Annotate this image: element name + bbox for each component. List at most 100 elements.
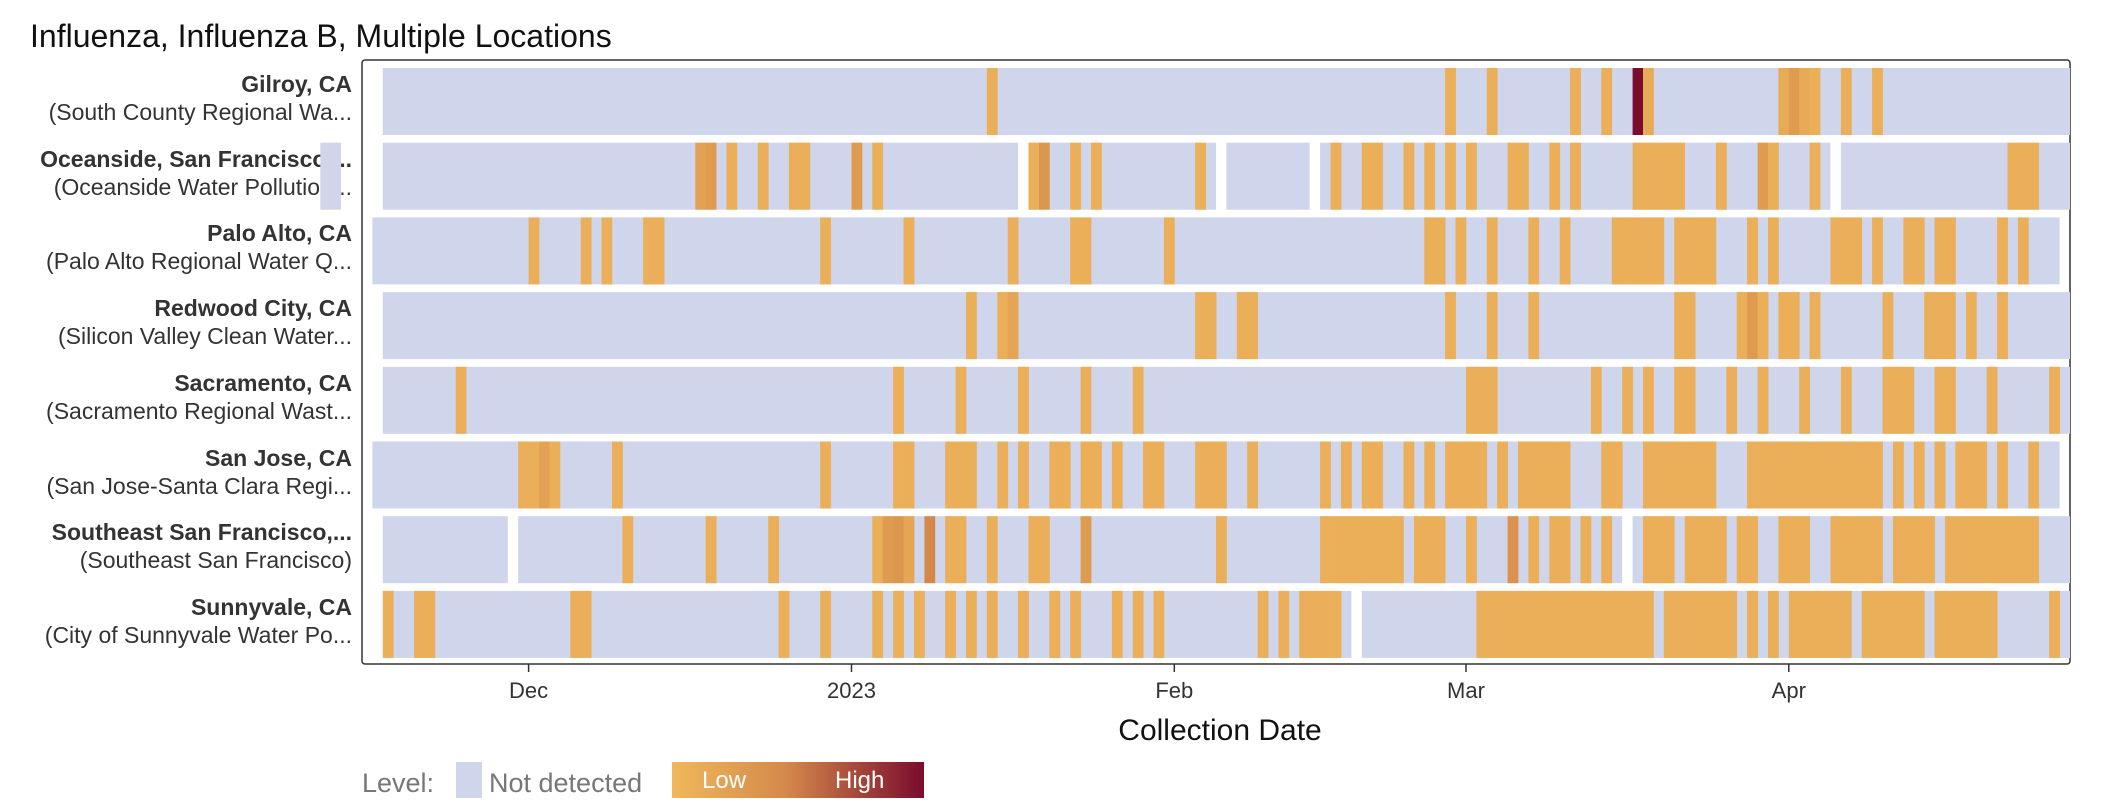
detection-cell[interactable]	[1653, 142, 1665, 210]
detection-cell[interactable]	[1695, 217, 1706, 285]
detection-cell[interactable]	[966, 590, 977, 658]
detection-cell[interactable]	[1861, 516, 1873, 584]
detection-cell[interactable]	[1788, 292, 1800, 360]
detection-cell[interactable]	[1997, 516, 2008, 584]
detection-cell[interactable]	[1497, 441, 1508, 509]
detection-cell[interactable]	[1007, 217, 1019, 285]
detection-cell[interactable]	[1965, 590, 1977, 658]
detection-cell[interactable]	[1965, 516, 1977, 584]
detection-cell[interactable]	[1205, 441, 1217, 509]
detection-cell[interactable]	[1747, 441, 1758, 509]
detection-cell[interactable]	[1601, 590, 1613, 658]
detection-cell[interactable]	[1518, 441, 1529, 509]
detection-cell[interactable]	[1476, 366, 1488, 434]
detection-cell[interactable]	[1955, 441, 1967, 509]
detection-cell[interactable]	[820, 441, 831, 509]
detection-cell[interactable]	[1861, 590, 1873, 658]
detection-cell[interactable]	[1715, 516, 1727, 584]
detection-cell[interactable]	[955, 441, 967, 509]
detection-cell[interactable]	[924, 516, 936, 584]
detection-cell[interactable]	[1507, 142, 1519, 210]
detection-cell[interactable]	[1643, 217, 1654, 285]
detection-cell[interactable]	[1601, 68, 1613, 135]
detection-cell[interactable]	[1674, 366, 1685, 434]
detection-cell[interactable]	[893, 590, 904, 658]
detection-cell[interactable]	[2049, 590, 2060, 658]
detection-cell[interactable]	[1018, 590, 1029, 658]
detection-cell[interactable]	[1893, 590, 1904, 658]
detection-cell[interactable]	[1445, 441, 1456, 509]
detection-cell[interactable]	[1080, 217, 1092, 285]
detection-cell[interactable]	[914, 590, 925, 658]
detection-cell[interactable]	[1486, 217, 1498, 285]
detection-cell[interactable]	[903, 516, 915, 584]
detection-cell[interactable]	[893, 366, 904, 434]
detection-cell[interactable]	[1549, 516, 1561, 584]
detection-cell[interactable]	[2028, 441, 2040, 509]
detection-cell[interactable]	[2049, 366, 2060, 434]
detection-cell[interactable]	[945, 590, 956, 658]
detection-cell[interactable]	[820, 590, 831, 658]
detection-cell[interactable]	[851, 142, 863, 210]
detection-cell[interactable]	[1799, 68, 1810, 135]
detection-cell[interactable]	[1466, 441, 1477, 509]
detection-cell[interactable]	[1768, 142, 1779, 210]
detection-cell[interactable]	[1893, 516, 1904, 584]
detection-cell[interactable]	[1840, 441, 1852, 509]
detection-cell[interactable]	[1747, 217, 1758, 285]
detection-cell[interactable]	[1893, 441, 1904, 509]
detection-cell[interactable]	[1559, 516, 1571, 584]
detection-cell[interactable]	[1278, 590, 1290, 658]
detection-cell[interactable]	[726, 142, 738, 210]
detection-cell[interactable]	[1486, 292, 1498, 360]
detection-cell[interactable]	[1070, 142, 1081, 210]
detection-cell[interactable]	[1872, 441, 1883, 509]
detection-cell[interactable]	[1028, 516, 1040, 584]
detection-cell[interactable]	[1455, 441, 1467, 509]
detection-cell[interactable]	[1434, 217, 1446, 285]
detection-cell[interactable]	[1486, 68, 1498, 135]
detection-cell[interactable]	[1570, 68, 1581, 135]
detection-cell[interactable]	[2017, 142, 2029, 210]
detection-cell[interactable]	[1330, 142, 1342, 210]
detection-cell[interactable]	[1882, 292, 1894, 360]
detection-cell[interactable]	[1153, 590, 1165, 658]
detection-cell[interactable]	[1080, 366, 1092, 434]
detection-cell[interactable]	[1132, 366, 1144, 434]
detection-cell[interactable]	[1528, 590, 1540, 658]
detection-cell[interactable]	[1216, 441, 1227, 509]
detection-cell[interactable]	[1590, 366, 1602, 434]
detection-cell[interactable]	[1893, 366, 1904, 434]
detection-cell[interactable]	[1840, 590, 1852, 658]
detection-cell[interactable]	[1945, 590, 1956, 658]
detection-cell[interactable]	[955, 516, 967, 584]
detection-cell[interactable]	[1705, 590, 1717, 658]
detection-cell[interactable]	[1851, 441, 1863, 509]
detection-cell[interactable]	[1653, 516, 1665, 584]
detection-cell[interactable]	[705, 516, 717, 584]
detection-cell[interactable]	[1778, 516, 1790, 584]
detection-cell[interactable]	[1663, 516, 1675, 584]
detection-cell[interactable]	[1111, 590, 1123, 658]
detection-cell[interactable]	[799, 142, 811, 210]
detection-cell[interactable]	[1611, 590, 1623, 658]
detection-cell[interactable]	[1216, 516, 1227, 584]
detection-cell[interactable]	[1872, 590, 1883, 658]
detection-cell[interactable]	[1361, 142, 1373, 210]
detection-cell[interactable]	[1663, 590, 1675, 658]
detection-cell[interactable]	[1976, 590, 1988, 658]
detection-cell[interactable]	[1018, 366, 1029, 434]
detection-cell[interactable]	[1903, 590, 1915, 658]
detection-cell[interactable]	[1445, 68, 1456, 135]
detection-cell[interactable]	[1924, 292, 1935, 360]
detection-cell[interactable]	[1778, 441, 1790, 509]
detection-cell[interactable]	[893, 441, 904, 509]
detection-cell[interactable]	[1445, 142, 1456, 210]
detection-cell[interactable]	[1820, 590, 1831, 658]
detection-cell[interactable]	[1913, 590, 1925, 658]
detection-cell[interactable]	[455, 366, 467, 434]
detection-cell[interactable]	[1538, 441, 1550, 509]
detection-cell[interactable]	[1955, 516, 1967, 584]
detection-cell[interactable]	[1830, 441, 1842, 509]
detection-cell[interactable]	[1413, 516, 1425, 584]
